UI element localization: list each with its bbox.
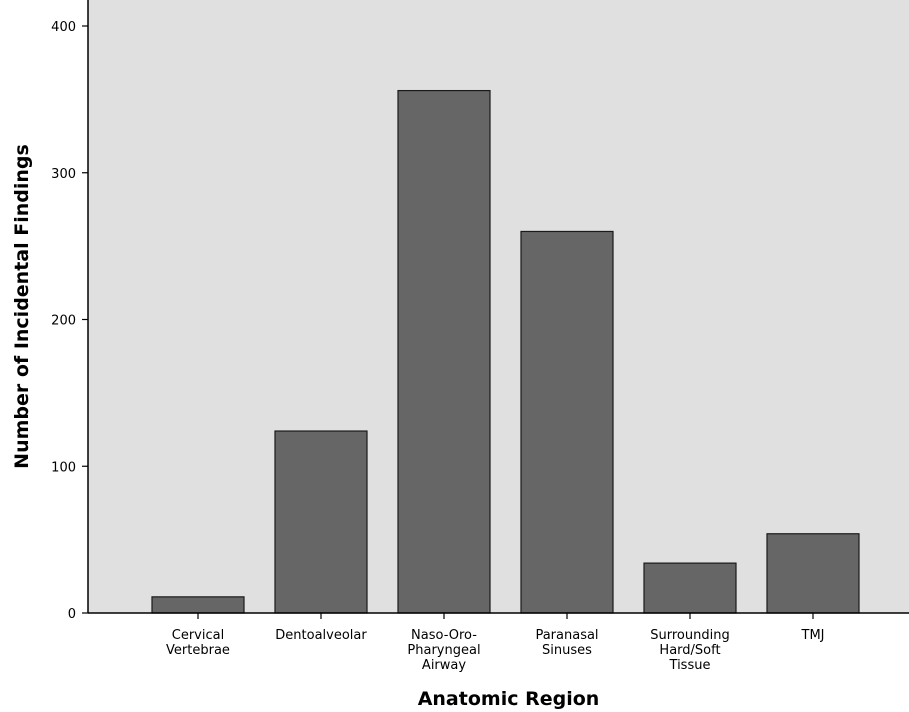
bar xyxy=(766,533,860,614)
y-axis-title: Number of Incidental Findings xyxy=(11,144,33,469)
bars-group xyxy=(151,89,860,614)
x-tick-label-line: Cervical xyxy=(172,628,224,643)
x-tick-label: Cervical Vertebrae xyxy=(166,628,230,658)
x-tick-label-line: Surrounding xyxy=(650,628,729,643)
x-tick-label: TMJ xyxy=(801,628,825,643)
x-axis-title: Anatomic Region xyxy=(418,688,600,710)
x-tick-label-line: TMJ xyxy=(801,628,825,643)
x-tick-label-line: Airway xyxy=(422,658,466,673)
y-ticks-group: 0 100 200 300 400 xyxy=(51,20,88,622)
x-tick-label-line: Hard/Soft xyxy=(659,643,720,658)
x-tick-label: Paranasal Sinuses xyxy=(535,628,598,658)
x-tick-label: Naso-Oro-Pharyngeal Airway xyxy=(407,628,480,673)
x-tick-label-line: Dentoalveolar xyxy=(275,628,367,643)
plot-background xyxy=(88,0,909,613)
y-tick-label: 300 xyxy=(51,167,76,182)
x-tick-label: Dentoalveolar xyxy=(275,628,367,643)
bar xyxy=(151,596,245,614)
bar xyxy=(520,230,614,614)
bar xyxy=(397,89,491,614)
x-tick-label-line: Paranasal xyxy=(535,628,598,643)
y-tick-label: 0 xyxy=(68,607,76,622)
x-tick-label-line: Naso-Oro- xyxy=(411,628,477,643)
y-tick-label: 100 xyxy=(51,460,76,475)
y-tick-label: 200 xyxy=(51,314,76,329)
x-tick-label: Surrounding Hard/Soft Tissue xyxy=(650,628,729,673)
bar xyxy=(274,430,368,614)
x-tick-label-line: Sinuses xyxy=(542,643,592,658)
x-tick-label-line: Pharyngeal xyxy=(407,643,480,658)
y-tick-label: 400 xyxy=(51,20,76,35)
bar xyxy=(643,562,737,614)
x-tick-label-line: Tissue xyxy=(669,658,711,673)
x-tick-label-line: Vertebrae xyxy=(166,643,230,658)
